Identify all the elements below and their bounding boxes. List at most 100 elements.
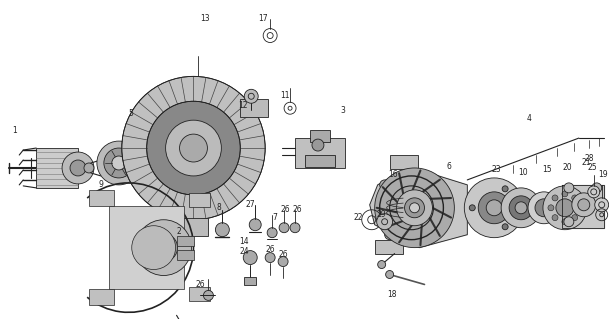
Text: 13: 13 (201, 14, 210, 23)
Circle shape (265, 252, 275, 262)
Bar (240, 99, 268, 117)
Circle shape (552, 215, 558, 220)
Text: 17: 17 (259, 14, 268, 23)
Text: 26: 26 (280, 205, 290, 214)
Text: 25: 25 (588, 164, 598, 172)
Circle shape (535, 199, 553, 217)
Bar (244, 277, 256, 285)
Circle shape (562, 191, 568, 197)
Circle shape (556, 199, 574, 217)
Circle shape (552, 195, 558, 201)
Circle shape (104, 148, 134, 178)
Circle shape (404, 198, 425, 218)
Circle shape (572, 193, 596, 217)
Circle shape (576, 205, 582, 211)
Circle shape (486, 200, 502, 216)
Text: 7: 7 (273, 213, 278, 222)
Text: 19: 19 (598, 171, 608, 180)
Circle shape (312, 139, 324, 151)
Bar (295, 138, 345, 168)
Circle shape (136, 220, 192, 276)
Text: 22: 22 (353, 213, 362, 222)
Text: 26: 26 (265, 245, 275, 254)
Circle shape (543, 186, 587, 230)
Circle shape (572, 215, 578, 220)
Circle shape (464, 178, 524, 238)
Text: 6: 6 (447, 163, 452, 172)
Text: 20: 20 (562, 164, 572, 172)
Circle shape (215, 223, 229, 237)
Text: 14: 14 (240, 237, 249, 246)
Circle shape (385, 230, 395, 240)
Circle shape (62, 152, 94, 184)
Bar (179, 218, 209, 236)
Text: 3: 3 (340, 106, 345, 115)
Text: 15: 15 (542, 165, 552, 174)
Circle shape (278, 257, 288, 267)
Text: 26: 26 (196, 280, 206, 289)
Circle shape (592, 183, 601, 193)
Circle shape (279, 223, 289, 233)
Bar (89, 190, 114, 206)
Circle shape (548, 205, 554, 211)
Text: 18: 18 (387, 290, 396, 299)
Circle shape (564, 183, 574, 193)
Circle shape (204, 291, 213, 300)
Text: 28: 28 (584, 154, 594, 163)
Polygon shape (562, 185, 604, 228)
Text: 23: 23 (491, 165, 501, 174)
Circle shape (478, 192, 510, 224)
Text: 12: 12 (239, 101, 248, 110)
Circle shape (469, 205, 475, 211)
Text: 10: 10 (518, 168, 528, 178)
Circle shape (501, 188, 541, 228)
Text: 5: 5 (128, 109, 133, 118)
Circle shape (70, 160, 86, 176)
Text: 4: 4 (526, 114, 531, 123)
Circle shape (572, 195, 578, 201)
Circle shape (377, 214, 393, 230)
Bar (375, 240, 403, 253)
Text: 21: 21 (581, 158, 590, 167)
Bar (36, 148, 78, 188)
Circle shape (588, 186, 600, 198)
Circle shape (122, 76, 265, 220)
Bar (188, 193, 210, 207)
Bar (109, 206, 184, 289)
Bar (310, 130, 330, 142)
Circle shape (112, 156, 126, 170)
Circle shape (412, 190, 447, 226)
Text: 16: 16 (388, 171, 398, 180)
Circle shape (132, 226, 176, 269)
Circle shape (379, 180, 390, 190)
Text: 29: 29 (377, 210, 387, 219)
Circle shape (97, 141, 141, 185)
Circle shape (149, 234, 178, 261)
Bar (89, 289, 114, 305)
Circle shape (84, 163, 94, 173)
Circle shape (502, 224, 508, 230)
Circle shape (528, 192, 560, 224)
Circle shape (386, 270, 393, 278)
Circle shape (244, 89, 258, 103)
Circle shape (515, 202, 527, 214)
Circle shape (243, 251, 257, 265)
Circle shape (396, 190, 432, 226)
Text: 11: 11 (281, 91, 290, 100)
Circle shape (146, 101, 240, 195)
Text: 26: 26 (292, 205, 302, 214)
Circle shape (375, 168, 454, 248)
Text: 24: 24 (240, 247, 249, 256)
Bar (176, 236, 195, 246)
Bar (176, 250, 195, 260)
Text: 1: 1 (12, 126, 16, 135)
Circle shape (562, 219, 568, 225)
Bar (188, 287, 210, 301)
Circle shape (165, 120, 221, 176)
Circle shape (578, 199, 590, 211)
Text: 9: 9 (98, 180, 103, 189)
Circle shape (509, 196, 533, 220)
Circle shape (564, 217, 574, 227)
Circle shape (409, 203, 420, 213)
Polygon shape (370, 170, 467, 248)
